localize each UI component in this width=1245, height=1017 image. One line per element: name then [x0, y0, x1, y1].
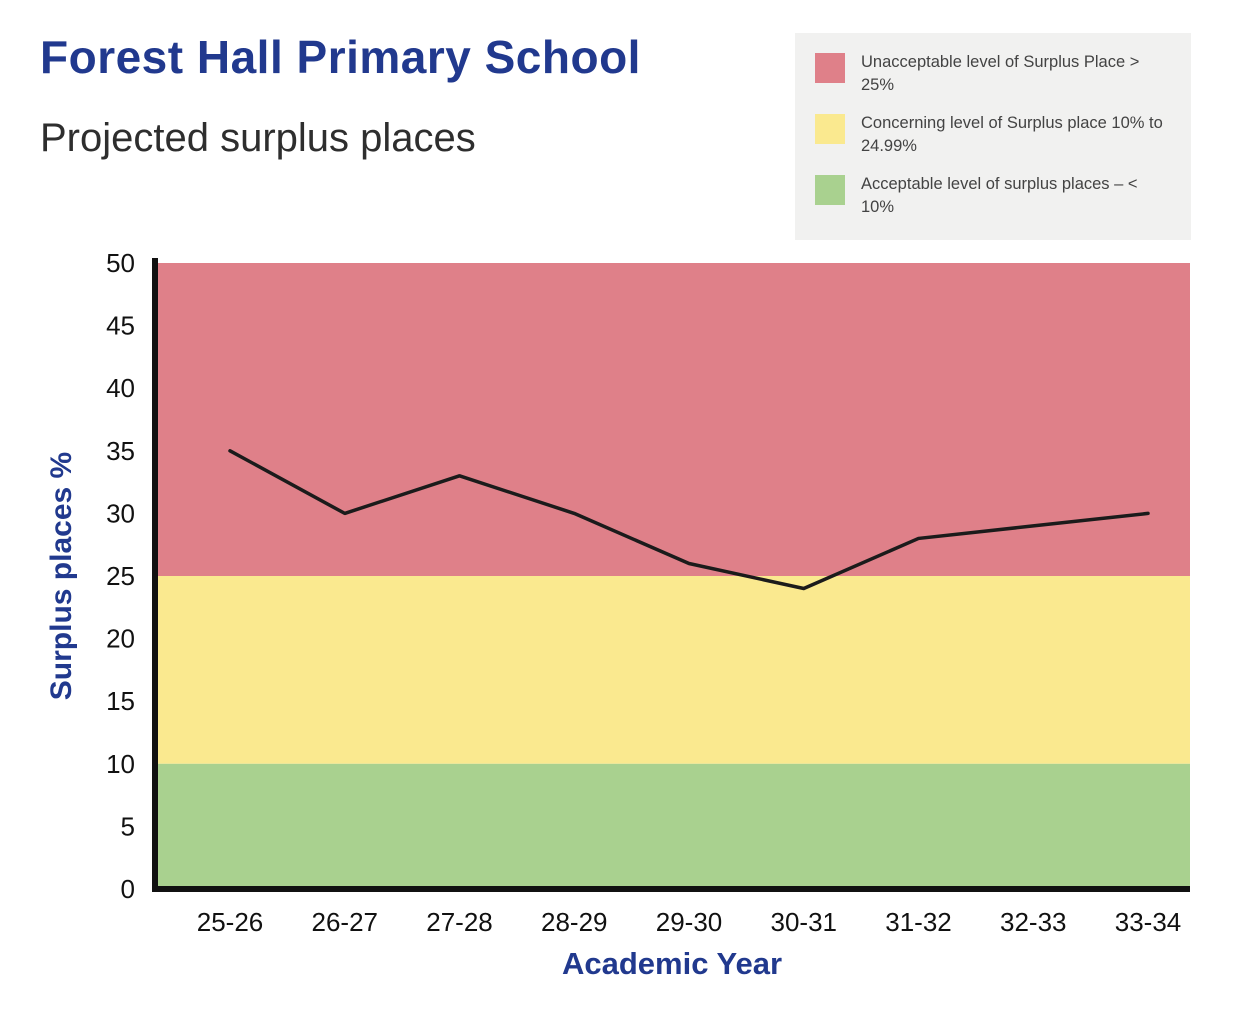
- chart-canvas: 0 5 10 15 20 25 30 35 40 45 50 25-26 26-27 27-28 28-29…: [106, 248, 1190, 937]
- x-tick-label: 28-29: [541, 907, 608, 937]
- surplus-places-chart: 0 5 10 15 20 25 30 35 40 45 50 25-26 26-27 27-28 28-29…: [0, 248, 1245, 950]
- legend-label-acceptable: Acceptable level of surplus places – < 1…: [861, 175, 1138, 217]
- x-tick-label: 33-34: [1115, 907, 1182, 937]
- y-tick-label: 5: [121, 811, 135, 841]
- legend-item-unacceptable: Unacceptable level of Surplus Place > 25…: [815, 51, 1171, 97]
- band-unacceptable: [157, 263, 1190, 576]
- legend-label-concerning: Concerning level of Surplus place 10% to…: [861, 114, 1163, 156]
- y-tick-label: 45: [106, 311, 135, 341]
- x-tick-label: 30-31: [771, 907, 838, 937]
- legend-swatch-unacceptable: [815, 53, 845, 83]
- y-tick-label: 10: [106, 749, 135, 779]
- y-tick-label: 35: [106, 436, 135, 466]
- band-acceptable: [157, 763, 1190, 889]
- page-title: Forest Hall Primary School: [40, 31, 641, 83]
- x-tick-label: 27-28: [426, 907, 493, 937]
- legend-swatch-acceptable: [815, 175, 845, 206]
- surplus-line: [228, 449, 1150, 591]
- x-tick-label: 25-26: [197, 907, 264, 937]
- y-tick-label: 40: [106, 373, 135, 403]
- y-tick-label: 20: [106, 624, 135, 654]
- legend-swatch-concerning: [815, 114, 845, 145]
- legend-label-unacceptable: Unacceptable level of Surplus Place > 25…: [861, 53, 1140, 95]
- y-tick-label: 0: [121, 874, 135, 904]
- x-axis-title: Academic Year: [561, 946, 783, 981]
- x-tick-label: 31-32: [885, 907, 952, 937]
- y-axis-title: Surplus places %: [45, 451, 78, 701]
- y-tick-label: 15: [106, 686, 135, 716]
- y-tick-label: 25: [106, 561, 135, 591]
- y-tick-label: 30: [106, 498, 135, 528]
- x-tick-label: 29-30: [656, 907, 723, 937]
- legend-item-acceptable: Acceptable level of surplus places – < 1…: [815, 173, 1171, 219]
- legend-item-concerning: Concerning level of Surplus place 10% to…: [815, 112, 1171, 158]
- band-concerning: [157, 576, 1190, 764]
- legend: Unacceptable level of Surplus Place > 25…: [795, 33, 1191, 240]
- y-tick-label: 50: [106, 250, 135, 278]
- page-subtitle: Projected surplus places: [40, 116, 476, 160]
- x-tick-label: 26-27: [312, 907, 379, 937]
- x-tick-label: 32-33: [1000, 907, 1067, 937]
